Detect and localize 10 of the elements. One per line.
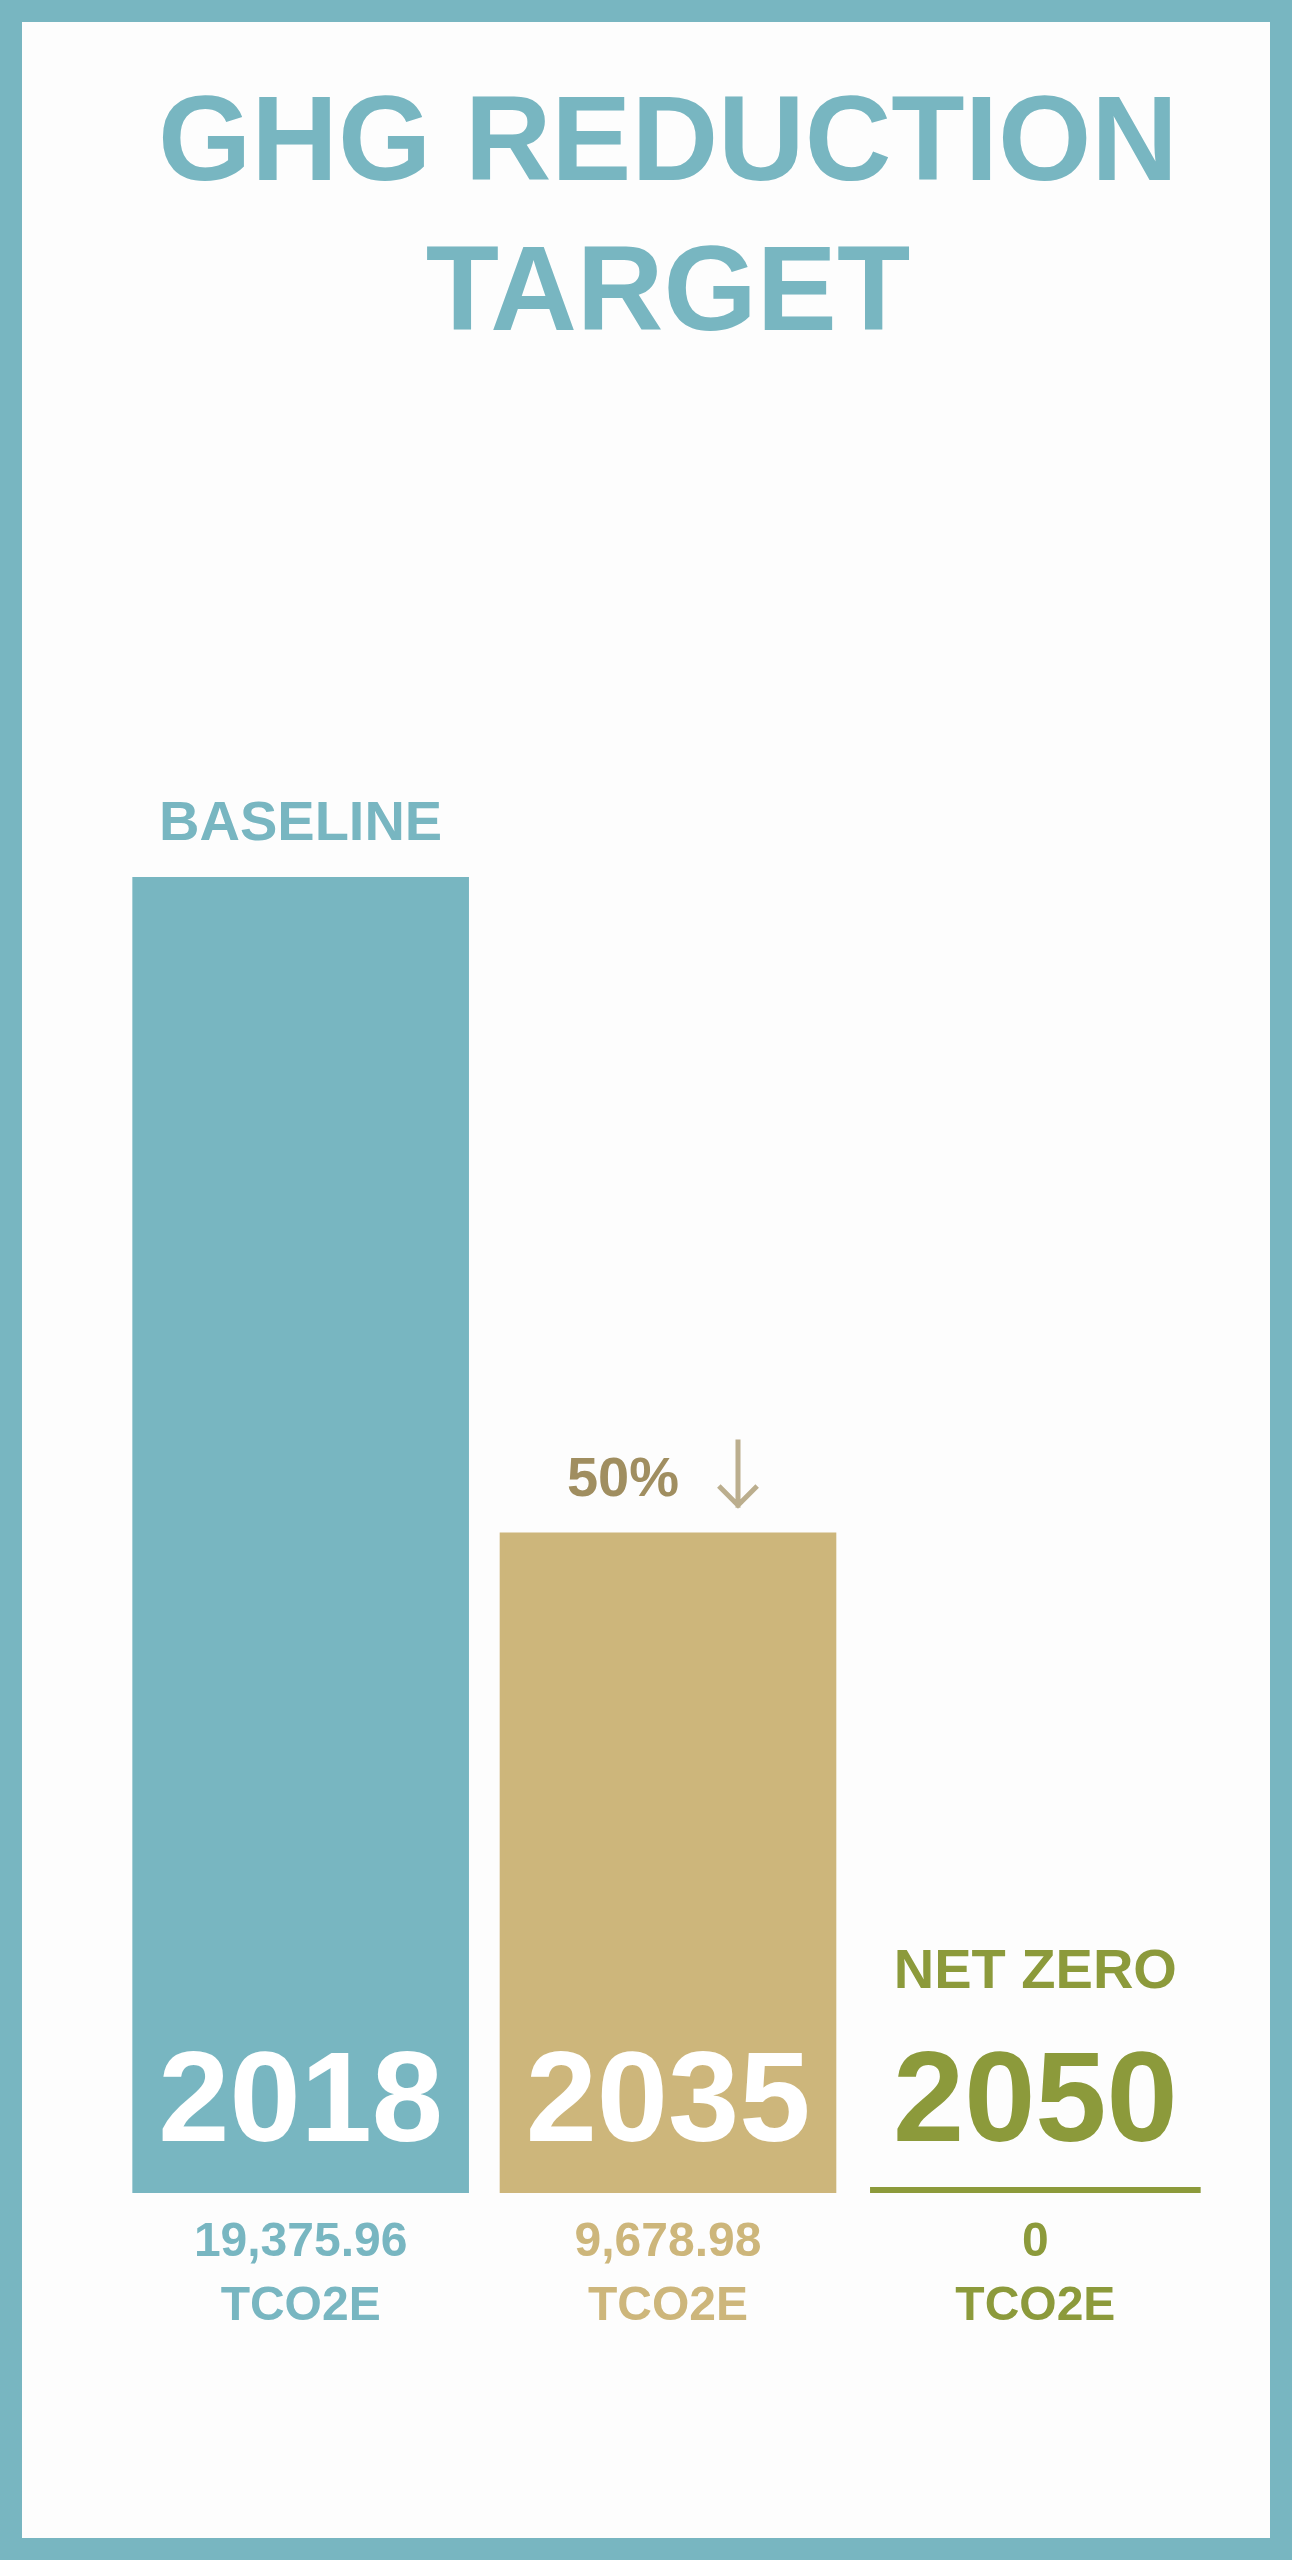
x-tick-label: 2035	[525, 2025, 811, 2168]
chart-title: GHG REDUCTION TARGET	[158, 71, 1178, 355]
data-label: 19,375.96 TCO2E	[193, 2213, 408, 2330]
x-tick-label: 2050	[892, 2025, 1178, 2168]
annotation: NET ZERO	[893, 1937, 1177, 2000]
data-label: 0 TCO2E	[955, 2213, 1116, 2330]
data-label: 9,678.98 TCO2E	[574, 2213, 762, 2330]
x-tick-label: 2018	[158, 2025, 444, 2168]
annotation: BASELINE	[159, 789, 443, 852]
annotation: 50%	[566, 1444, 680, 1508]
